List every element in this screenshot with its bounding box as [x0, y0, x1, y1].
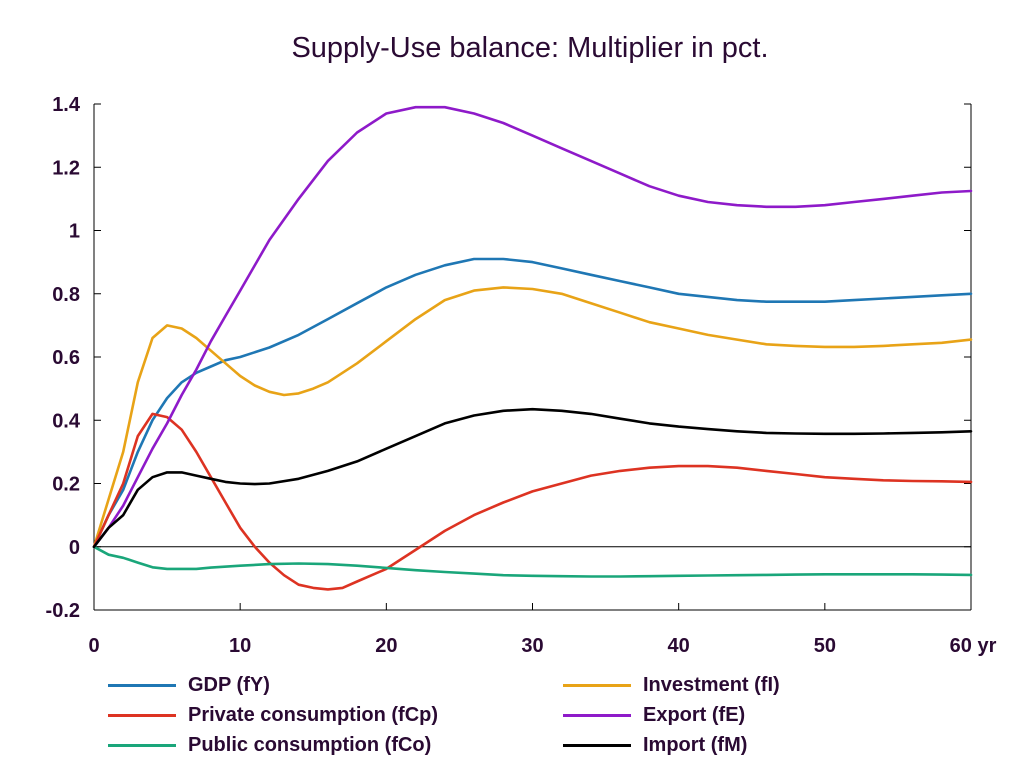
legend-label: Investment (fI) [643, 673, 780, 696]
legend-swatch [563, 683, 631, 687]
chart-series-lines [92, 105, 973, 591]
x-tick-label: 50 [814, 635, 836, 657]
x-tick-label: 30 [521, 635, 543, 657]
x-tick-label: 60 yr [950, 635, 997, 657]
x-tick-label: 0 [88, 635, 99, 657]
legend-item: Export (fE) [563, 700, 745, 730]
legend-item: Private consumption (fCp) [108, 700, 438, 730]
x-tick-label: 20 [375, 635, 397, 657]
legend-swatch [563, 713, 631, 717]
y-tick-label: 1 [69, 221, 80, 243]
legend-swatch [563, 743, 631, 747]
y-tick-label: 0 [69, 537, 80, 559]
legend-swatch [108, 683, 176, 687]
legend-item: Import (fM) [563, 730, 747, 760]
series-line-0 [92, 257, 973, 549]
series-line-2 [92, 412, 973, 591]
legend-swatch [108, 713, 176, 717]
chart-tick-labels: -0.2 0 0.2 0.4 0.6 0.8 1 1.2 1.4 0 10 20 30 40 50 60 yr [46, 94, 997, 657]
legend-item: Investment (fI) [563, 670, 780, 700]
y-tick-label: 1.2 [52, 157, 80, 179]
y-tick-label: 0.6 [52, 347, 80, 369]
legend-item: Public consumption (fCo) [108, 730, 431, 760]
y-tick-label: 0.8 [52, 284, 80, 306]
legend-swatch [108, 743, 176, 747]
series-line-5 [92, 407, 973, 549]
series-line-3 [92, 105, 973, 549]
series-line-4 [92, 545, 973, 578]
legend-label: Export (fE) [643, 703, 746, 726]
legend-item: GDP (fY) [108, 670, 270, 700]
x-tick-label: 40 [668, 635, 690, 657]
x-tick-label: 10 [229, 635, 251, 657]
series-line-1 [92, 286, 973, 549]
y-tick-label: 0.2 [52, 474, 80, 496]
chart-title: Supply-Use balance: Multiplier in pct. [291, 32, 769, 64]
chart-axes [93, 103, 972, 611]
line-chart: -0.2 0 0.2 0.4 0.6 0.8 1 1.2 1.4 0 10 20 30 40 50 60 yr [46, 94, 997, 657]
legend-label: Private consumption (fCp) [188, 703, 439, 726]
y-tick-label: 0.4 [52, 410, 81, 432]
y-tick-label: -0.2 [46, 600, 80, 622]
y-tick-label: 1.4 [52, 94, 81, 116]
legend-label: Public consumption (fCo) [188, 733, 432, 756]
legend-label: Import (fM) [643, 733, 748, 756]
legend-label: GDP (fY) [188, 673, 270, 696]
